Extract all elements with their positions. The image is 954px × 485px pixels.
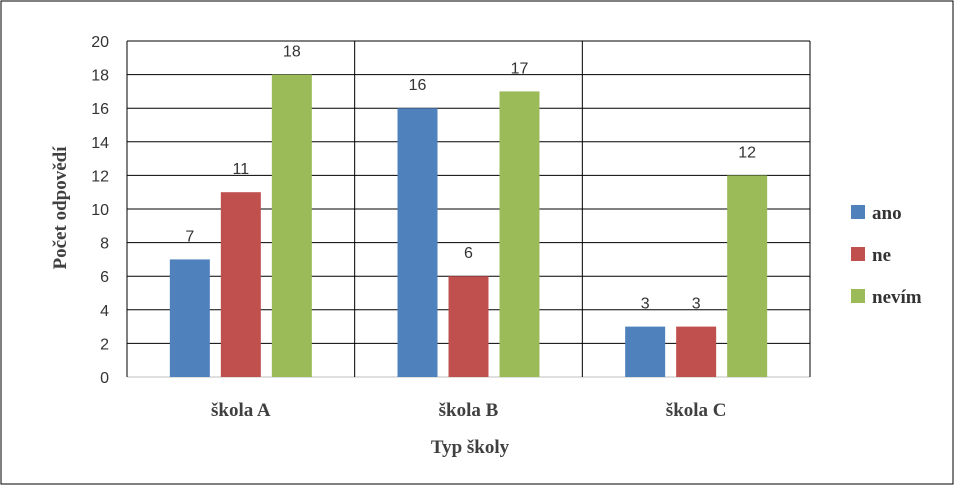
y-tick-label: 20: [91, 34, 109, 51]
legend-swatch-ano: [851, 205, 865, 219]
legend-swatch-nevím: [851, 289, 865, 303]
bar-nevím-1: [272, 75, 312, 377]
data-label: 12: [738, 144, 756, 161]
x-category-label: škola C: [666, 400, 727, 421]
y-tick-label: 12: [91, 168, 109, 185]
legend-label-ne: ne: [872, 245, 891, 266]
data-label: 16: [409, 77, 427, 94]
data-label: 3: [641, 296, 650, 313]
y-tick-label: 4: [100, 303, 109, 320]
data-label: 17: [511, 60, 529, 77]
data-label: 11: [233, 161, 250, 178]
bar-ne-3: [676, 327, 716, 377]
bar-ne-1: [221, 192, 261, 377]
bar-ne-2: [449, 276, 489, 377]
data-label: 6: [464, 245, 473, 262]
y-tick-label: 14: [91, 135, 109, 152]
y-tick-label: 10: [91, 202, 109, 219]
legend-swatch-ne: [851, 247, 865, 261]
y-axis-title: Počet odpovědí: [50, 146, 71, 270]
data-label: 18: [283, 44, 301, 61]
legend-label-ano: ano: [872, 203, 902, 224]
bar-ano-1: [170, 259, 210, 377]
x-category-label: škola A: [211, 400, 271, 421]
bar-ano-2: [398, 108, 438, 377]
y-tick-label: 0: [100, 370, 109, 387]
bar-nevím-2: [500, 91, 540, 377]
bar-nevím-3: [727, 175, 767, 377]
y-tick-label: 8: [100, 236, 109, 253]
y-tick-label: 18: [91, 68, 109, 85]
legend-label-nevím: nevím: [872, 287, 922, 308]
data-label: 3: [692, 296, 701, 313]
x-category-label: škola B: [439, 400, 499, 421]
y-tick-label: 16: [91, 101, 109, 118]
bar-ano-3: [625, 327, 665, 377]
data-label: 7: [185, 228, 194, 245]
y-tick-label: 6: [100, 269, 109, 286]
x-axis-title: Typ školy: [431, 437, 510, 458]
y-tick-label: 2: [100, 336, 109, 353]
